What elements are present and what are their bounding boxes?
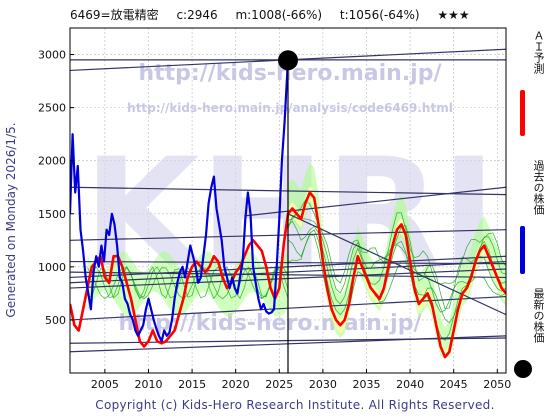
legend-past: 過去の株価: [514, 158, 554, 278]
legend-ai: ＡＩ予測: [514, 28, 554, 138]
stock-title: 6469=放電精密: [70, 8, 159, 22]
x-tick-label: 2005: [91, 378, 119, 391]
x-tick-label: 2035: [352, 378, 380, 391]
x-tick-label: 2015: [178, 378, 206, 391]
projection-line: [287, 199, 506, 285]
legend-ai-swatch: [520, 90, 525, 136]
projection-fill: [288, 162, 506, 358]
mean-target: m:1008(-66%): [235, 8, 323, 22]
x-tick-label: 2010: [134, 378, 162, 391]
x-tick-label: 2030: [309, 378, 337, 391]
plot-frame: [69, 27, 507, 374]
current-price: c:2946: [176, 8, 218, 22]
x-tick-label: 2045: [440, 378, 468, 391]
trend-target: t:1056(-64%): [339, 8, 420, 22]
x-axis: 2005 2010 2015 2020 2025 2030 2035 2040 2045 2050: [91, 369, 511, 391]
x-tick-label: 2025: [265, 378, 293, 391]
legend: ＡＩ予測 過去の株価 最新の株価: [514, 28, 554, 388]
current-marker-group: [278, 50, 298, 71]
x-tick-label: 2020: [222, 378, 250, 391]
trend-line: [287, 213, 506, 316]
x-tick-label: 2050: [483, 378, 511, 391]
copyright-footer: Copyright (c) Kids-Hero Research Institu…: [95, 398, 495, 412]
legend-past-label: 過去の株価: [532, 160, 545, 215]
projection-line: [287, 212, 506, 309]
past-price-line: [70, 60, 290, 343]
watermark-url-analysis: http://kids-hero.main.jp/analysis/code64…: [127, 101, 453, 115]
header-bar: 6469=放電精密 c:2946 m:1008(-66%) t:1056(-64…: [70, 6, 510, 24]
y-tick-label: 3000: [38, 49, 66, 62]
y-tick-label: 2000: [38, 155, 66, 168]
history-band-line: [87, 267, 289, 300]
legend-ai-label: ＡＩ予測: [532, 30, 545, 74]
rating-stars: ★★★: [437, 8, 470, 22]
y-axis: 500 1000 1500 2000 2500 3000: [38, 49, 74, 327]
legend-latest-label: 最新の株価: [532, 288, 545, 343]
y-tick-label: 1500: [38, 208, 66, 221]
legend-past-swatch: [520, 226, 525, 274]
x-tick-label: 2040: [396, 378, 424, 391]
y-tick-label: 2500: [38, 102, 66, 115]
y-tick-label: 500: [45, 314, 66, 327]
legend-latest-dot: [514, 360, 532, 378]
current-price-marker: [278, 50, 298, 71]
legend-latest: 最新の株価: [514, 286, 554, 378]
y-tick-label: 1000: [38, 261, 66, 274]
